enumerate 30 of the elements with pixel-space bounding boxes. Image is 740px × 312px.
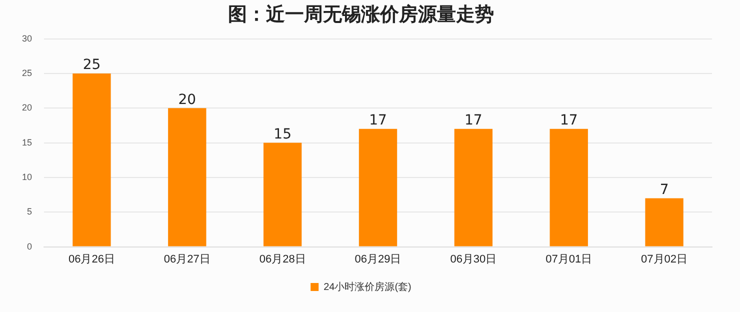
x-tick-label: 06月27日 <box>164 253 210 266</box>
data-label: 20 <box>178 92 196 108</box>
y-tick-label: 30 <box>22 33 32 44</box>
bar <box>72 73 111 246</box>
x-tick-label: 06月28日 <box>259 253 306 266</box>
bar <box>263 142 302 246</box>
x-tick-label: 07月02日 <box>641 253 688 266</box>
data-label: 7 <box>660 182 669 198</box>
x-tick-label: 06月26日 <box>68 253 115 266</box>
bar <box>358 128 398 246</box>
chart-title: 图：近一周无锡涨价房源量走势 <box>228 4 494 26</box>
x-tick-label: 06月30日 <box>450 253 497 266</box>
data-label: 15 <box>274 126 292 142</box>
x-tick-label: 07月01日 <box>546 253 592 266</box>
bar <box>550 128 588 246</box>
y-tick-label: 0 <box>26 241 32 252</box>
bar <box>168 108 206 246</box>
data-label: 17 <box>560 112 578 129</box>
x-tick-label: 06月29日 <box>354 253 402 266</box>
bar <box>454 128 493 246</box>
data-label: 25 <box>82 57 101 74</box>
y-tick-label: 15 <box>22 137 32 148</box>
data-label: 17 <box>464 112 482 129</box>
y-tick-label: 10 <box>22 172 32 182</box>
bar <box>645 198 684 246</box>
legend-label: 24小时涨价房源(套) <box>324 280 412 293</box>
data-label: 17 <box>369 112 387 129</box>
y-tick-label: 20 <box>22 102 32 113</box>
y-tick-label: 25 <box>22 68 32 78</box>
y-tick-label: 5 <box>26 206 32 217</box>
